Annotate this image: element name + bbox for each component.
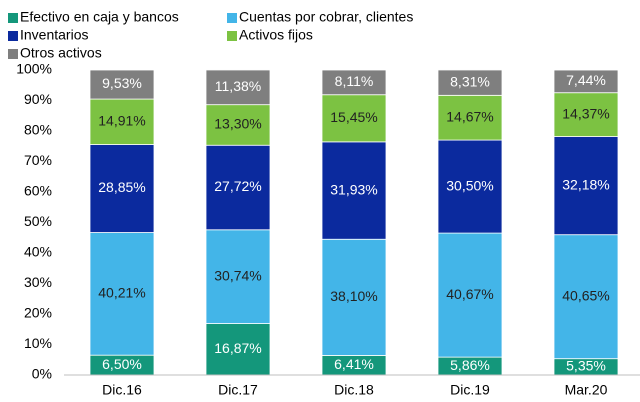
data-label: 14,37% xyxy=(562,105,609,121)
bar-segment xyxy=(89,98,155,145)
y-tick-label: 60% xyxy=(24,183,52,199)
data-label: 30,74% xyxy=(214,267,261,283)
bar-segment xyxy=(321,94,387,143)
data-label: 14,91% xyxy=(98,113,145,129)
x-tick-label: Mar.20 xyxy=(565,382,608,398)
legend-swatch xyxy=(227,13,237,23)
y-tick-label: 40% xyxy=(24,244,52,260)
bar-segment xyxy=(437,139,503,234)
data-label: 27,72% xyxy=(214,178,261,194)
data-label: 11,38% xyxy=(215,78,261,94)
legend-swatch xyxy=(8,13,18,23)
y-tick-label: 0% xyxy=(32,366,52,382)
bar-segment xyxy=(553,136,619,236)
bar-segment xyxy=(437,69,503,96)
x-tick-label: Dic.18 xyxy=(334,382,374,398)
y-tick-label: 70% xyxy=(24,152,52,168)
data-label: 38,10% xyxy=(330,288,377,304)
data-label: 14,67% xyxy=(446,108,493,124)
bar-segment xyxy=(553,69,619,94)
data-label: 7,44% xyxy=(566,72,606,88)
data-label: 5,86% xyxy=(450,357,490,373)
data-label: 32,18% xyxy=(562,176,609,192)
legend-label: Activos fijos xyxy=(239,27,313,43)
bar-segment xyxy=(89,69,155,100)
data-label: 28,85% xyxy=(98,179,145,195)
y-tick-label: 10% xyxy=(24,335,52,351)
bar-segment xyxy=(553,234,619,360)
data-label: 40,67% xyxy=(446,286,493,302)
bar-segment xyxy=(437,94,503,141)
y-tick-label: 80% xyxy=(24,122,52,138)
x-tick-label: Dic.19 xyxy=(450,382,490,398)
legend-label: Cuentas por cobrar, clientes xyxy=(239,9,413,25)
bar-segment xyxy=(205,229,271,324)
bar-segment xyxy=(321,69,387,96)
y-tick-label: 20% xyxy=(24,305,52,321)
data-label: 30,50% xyxy=(446,177,493,193)
bar-segment xyxy=(89,232,155,356)
data-label: 31,93% xyxy=(330,181,377,197)
bar-segment xyxy=(553,92,619,137)
data-label: 8,11% xyxy=(335,73,374,89)
bar-segment xyxy=(205,69,271,106)
data-label: 13,30% xyxy=(214,116,261,132)
data-label: 8,31% xyxy=(450,73,490,89)
legend-label: Otros activos xyxy=(20,45,102,61)
x-tick-label: Dic.16 xyxy=(102,382,142,398)
data-label: 40,21% xyxy=(98,285,145,301)
data-label: 6,50% xyxy=(102,356,142,372)
bar-segment xyxy=(437,232,503,358)
legend-swatch xyxy=(227,31,237,41)
bar-segment xyxy=(321,238,387,356)
data-label: 40,65% xyxy=(562,287,609,303)
data-label: 16,87% xyxy=(214,340,261,356)
data-label: 15,45% xyxy=(330,109,377,125)
bar-segment xyxy=(205,144,271,231)
data-label: 9,53% xyxy=(102,75,142,91)
bar-segment xyxy=(205,104,271,146)
legend-label: Inventarios xyxy=(20,27,88,43)
legend-swatch xyxy=(8,49,18,59)
y-tick-label: 90% xyxy=(24,91,52,107)
bar-segment xyxy=(321,141,387,240)
data-label: 5,35% xyxy=(566,358,606,374)
y-tick-label: 100% xyxy=(16,61,52,77)
y-tick-label: 30% xyxy=(24,274,52,290)
legend-label: Efectivo en caja y bancos xyxy=(20,9,179,25)
data-label: 6,41% xyxy=(334,356,374,372)
x-tick-label: Dic.17 xyxy=(218,382,258,398)
legend-swatch xyxy=(8,31,18,41)
y-tick-label: 50% xyxy=(24,213,52,229)
